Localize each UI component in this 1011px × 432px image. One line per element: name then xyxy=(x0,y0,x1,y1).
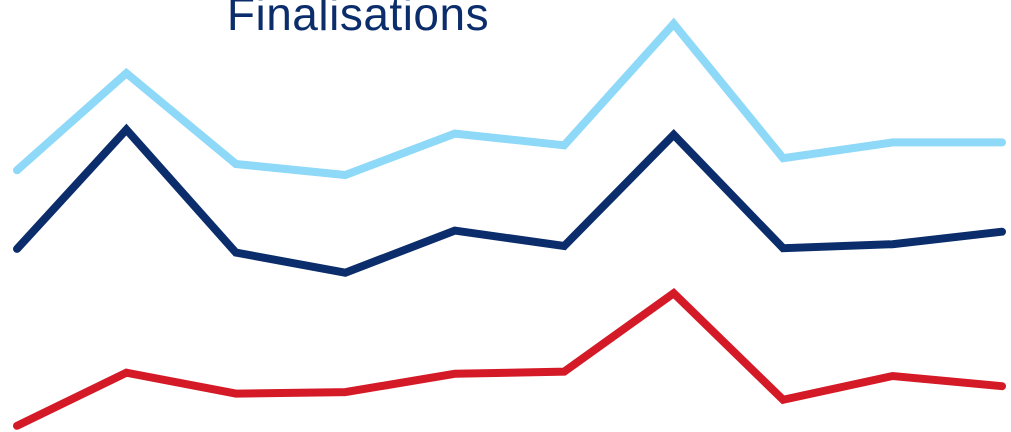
chart-title: Finalisations xyxy=(226,0,490,40)
series-line-3 xyxy=(13,287,1006,430)
series-line-2 xyxy=(13,123,1006,277)
series-line-1 xyxy=(13,17,1006,180)
